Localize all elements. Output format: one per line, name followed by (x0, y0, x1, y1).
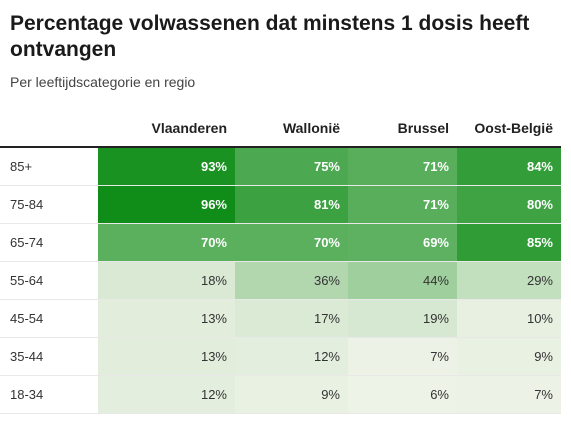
table-row: 35-44 13% 12% 7% 9% (0, 337, 561, 376)
header-row: Vlaanderen Wallonië Brussel Oost-België (0, 110, 561, 148)
chart-title: Percentage volwassenen dat minstens 1 do… (10, 12, 530, 61)
heatmap-cell: 93% (98, 147, 235, 186)
heatmap-cell: 18% (98, 261, 235, 300)
row-label: 18-34 (0, 375, 98, 414)
table-row: 65-74 70% 70% 69% 85% (0, 223, 561, 262)
table-row: 55-64 18% 36% 44% 29% (0, 261, 561, 300)
table-row: 45-54 13% 17% 19% 10% (0, 299, 561, 338)
heatmap-cell: 17% (235, 299, 348, 338)
heatmap-cell: 81% (235, 185, 348, 224)
row-label: 65-74 (0, 223, 98, 262)
heatmap-cell: 7% (348, 337, 457, 376)
heatmap-cell: 44% (348, 261, 457, 300)
heatmap-cell: 9% (457, 337, 561, 376)
heatmap-cell: 10% (457, 299, 561, 338)
column-header: Oost-België (457, 110, 561, 148)
heatmap-cell: 36% (235, 261, 348, 300)
row-label: 35-44 (0, 337, 98, 376)
heatmap-cell: 9% (235, 375, 348, 414)
heatmap-cell: 13% (98, 337, 235, 376)
heatmap-cell: 7% (457, 375, 561, 414)
column-header: Wallonië (235, 110, 348, 148)
header-corner (0, 110, 98, 148)
heatmap-body: 85+ 93% 75% 71% 84% 75-84 96% 81% 71% 80% 65-74 70%… (0, 147, 561, 414)
chart-subtitle: Per leeftijdscategorie en regio (10, 74, 196, 90)
heatmap-cell: 12% (98, 375, 235, 414)
table-row: 18-34 12% 9% 6% 7% (0, 375, 561, 414)
row-label: 85+ (0, 147, 98, 186)
heatmap-cell: 70% (98, 223, 235, 262)
column-header: Vlaanderen (98, 110, 235, 148)
heatmap-cell: 71% (348, 185, 457, 224)
heatmap-cell: 96% (98, 185, 235, 224)
table-row: 75-84 96% 81% 71% 80% (0, 185, 561, 224)
heatmap-table: Vlaanderen Wallonië Brussel Oost-België … (0, 110, 561, 414)
row-label: 55-64 (0, 261, 98, 300)
heatmap-cell: 13% (98, 299, 235, 338)
heatmap-cell: 85% (457, 223, 561, 262)
heatmap-cell: 69% (348, 223, 457, 262)
heatmap-cell: 80% (457, 185, 561, 224)
row-label: 45-54 (0, 299, 98, 338)
row-label: 75-84 (0, 185, 98, 224)
heatmap-cell: 71% (348, 147, 457, 186)
heatmap-cell: 29% (457, 261, 561, 300)
heatmap-cell: 84% (457, 147, 561, 186)
heatmap-cell: 19% (348, 299, 457, 338)
heatmap-cell: 70% (235, 223, 348, 262)
heatmap-cell: 75% (235, 147, 348, 186)
heatmap-cell: 6% (348, 375, 457, 414)
column-header: Brussel (348, 110, 457, 148)
heatmap-cell: 12% (235, 337, 348, 376)
table-row: 85+ 93% 75% 71% 84% (0, 147, 561, 186)
